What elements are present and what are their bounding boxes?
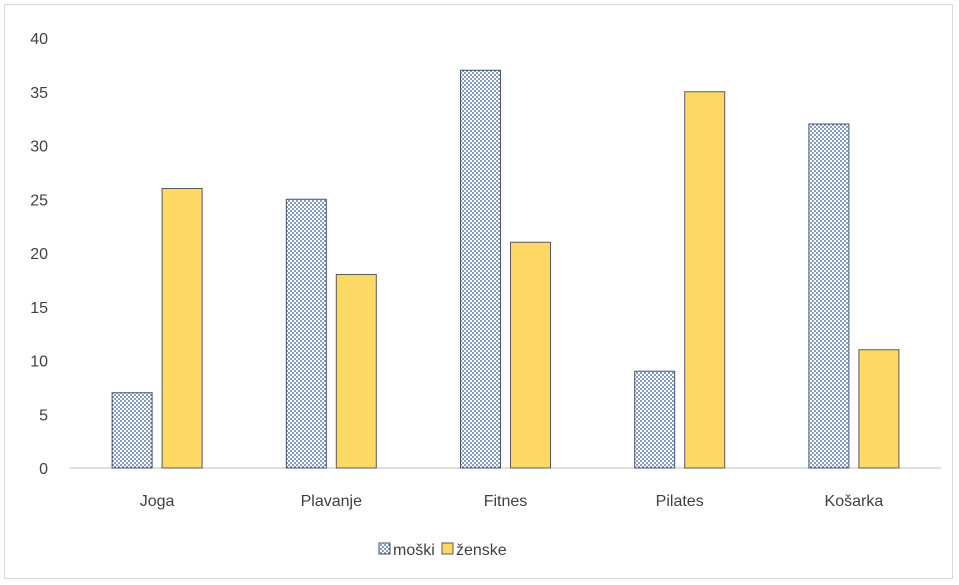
x-tick-label: Fitnes [484,493,528,510]
bar-moski-2 [460,69,501,469]
bar-moski-0 [111,392,153,469]
legend: moški ženske [378,542,507,559]
y-tick-label: 10 [30,354,48,371]
bar-zenske-2 [510,241,551,469]
y-tick-label: 0 [39,461,48,478]
y-tick-label: 5 [39,407,48,424]
y-tick-label: 30 [30,139,48,156]
legend-swatch-moski [378,542,391,555]
legend-label-zenske: ženske [456,542,507,559]
bar-zenske-0 [161,188,203,469]
bar-zenske-4 [858,349,900,469]
bar-moski-4 [808,123,850,469]
legend-swatch-zenske [441,542,454,555]
bar-zenske-1 [335,274,377,469]
y-tick-label: 15 [30,300,48,317]
y-tick-label: 25 [30,192,48,209]
bar-moski-1 [285,198,327,469]
y-tick-label: 20 [30,246,48,263]
y-tick-label: 35 [30,85,48,102]
bar-moski-3 [634,370,676,469]
x-tick-label: Pilates [656,493,704,510]
y-tick-label: 40 [30,31,48,48]
x-tick-label: Plavanje [301,493,362,510]
x-tick-label: Joga [140,493,175,510]
x-tick-label: Košarka [825,493,884,510]
bar-zenske-3 [684,91,726,469]
legend-label-moski: moški [393,542,435,559]
